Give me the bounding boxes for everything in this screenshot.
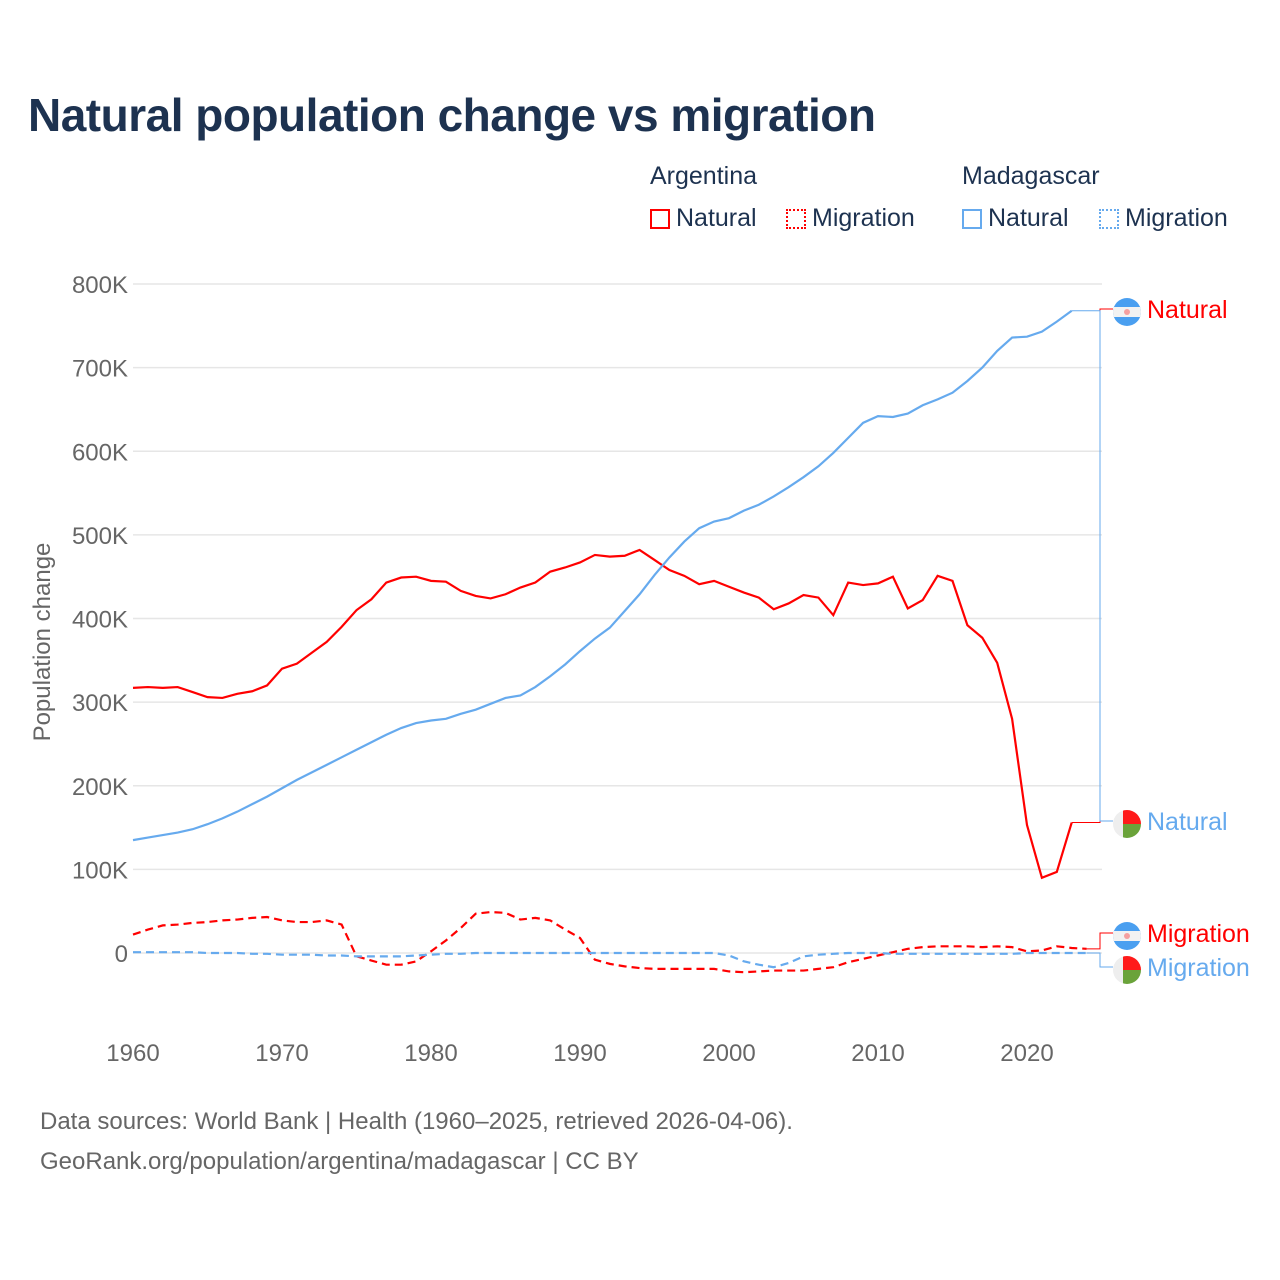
x-tick-label: 2020 [1000, 1040, 1053, 1067]
series-end-label: Natural [1147, 296, 1228, 324]
legend-swatch-icon [1099, 208, 1119, 229]
argentina-flag-icon [1113, 298, 1141, 326]
label-connector [1086, 952, 1113, 968]
series-line-madagascar-natural [132, 309, 1073, 842]
series-end-label: Migration [1147, 954, 1250, 982]
x-tick-label: 1990 [553, 1040, 606, 1067]
y-tick-label: 0 [115, 941, 128, 968]
legend-swatch-icon [962, 208, 982, 229]
madagascar-flag-icon [1113, 810, 1141, 838]
legend-argentina-migration[interactable]: Migration [786, 204, 915, 233]
series-end-label: Migration [1147, 920, 1250, 948]
label-connector [1086, 932, 1113, 950]
y-tick-label: 600K [72, 439, 128, 466]
legend-label: Migration [812, 204, 915, 232]
label-connector [1071, 310, 1113, 822]
legend-madagascar-migration[interactable]: Migration [1099, 204, 1228, 233]
series-end-label: Natural [1147, 808, 1228, 836]
footer-sources: Data sources: World Bank | Health (1960–… [40, 1108, 793, 1135]
legend-label: Natural [988, 204, 1069, 232]
series-line-argentina-natural [132, 548, 1073, 880]
legend-madagascar-natural[interactable]: Natural [962, 204, 1069, 233]
y-tick-label: 500K [72, 523, 128, 550]
series-line-argentina-migration [132, 910, 1087, 974]
legend-argentina-natural[interactable]: Natural [650, 204, 757, 233]
line-chart: Population change 0 100K 200K 300K 400K 500K 6… [29, 272, 1250, 1067]
madagascar-flag-icon [1113, 956, 1141, 984]
x-tick-label: 2010 [851, 1040, 904, 1067]
footer-url: GeoRank.org/population/argentina/madagas… [40, 1148, 639, 1175]
label-connector [1071, 308, 1113, 824]
argentina-flag-icon [1113, 922, 1141, 950]
y-tick-label: 700K [72, 356, 128, 383]
x-tick-label: 2000 [702, 1040, 755, 1067]
legend-swatch-icon [650, 208, 670, 229]
legend-label: Natural [676, 204, 757, 232]
y-tick-label: 800K [72, 272, 128, 299]
legend-group-argentina: Argentina [650, 162, 758, 190]
y-tick-label: 400K [72, 607, 128, 634]
y-tick-label: 100K [72, 857, 128, 884]
y-axis-label: Population change [29, 543, 56, 742]
chart-title: Natural population change vs migration [28, 89, 876, 141]
x-tick-label: 1960 [106, 1040, 159, 1067]
legend-label: Migration [1125, 204, 1228, 232]
y-tick-label: 200K [72, 774, 128, 801]
legend-group-madagascar: Madagascar [962, 162, 1100, 190]
x-tick-label: 1980 [404, 1040, 457, 1067]
x-tick-label: 1970 [255, 1040, 308, 1067]
legend-swatch-icon [786, 208, 806, 229]
series-line-madagascar-migration [133, 951, 1087, 969]
y-tick-label: 300K [72, 690, 128, 717]
